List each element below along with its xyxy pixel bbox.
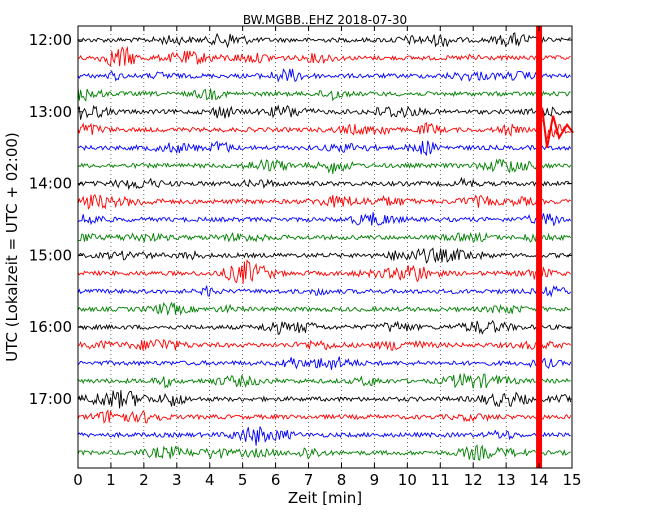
x-tick-label-5: 5 (238, 471, 248, 489)
x-tick-label-1: 1 (106, 471, 116, 489)
trace-1330 (77, 140, 572, 156)
trace-1515 (77, 259, 572, 284)
trace-1615 (77, 338, 572, 351)
y-tick-label-1400: 14:00 (29, 175, 72, 193)
x-tick-label-8: 8 (337, 471, 347, 489)
trace-1400 (77, 176, 571, 191)
x-tick-label-10: 10 (398, 471, 417, 489)
trace-1745 (77, 444, 571, 461)
trace-1430 (77, 211, 572, 227)
trace-1645 (77, 372, 571, 389)
trace-1715 (77, 409, 572, 424)
x-tick-label-12: 12 (464, 471, 483, 489)
chart-title: BW.MGBB..EHZ 2018-07-30 (243, 13, 407, 27)
x-tick-label-14: 14 (530, 471, 549, 489)
event-band (536, 26, 543, 468)
trace-1530 (77, 285, 572, 298)
x-tick-label-2: 2 (139, 471, 149, 489)
trace-1200 (77, 32, 571, 49)
plot-frame (77, 25, 573, 469)
y-tick-label-1200: 12:00 (29, 31, 72, 49)
trace-1230 (77, 68, 572, 83)
y-axis-label: UTC (Lokalzeit = UTC + 02:00) (3, 132, 21, 362)
trace-1245 (77, 87, 571, 102)
x-tick-label-13: 13 (497, 471, 516, 489)
seismic-traces (77, 32, 572, 461)
x-tick-label-9: 9 (370, 471, 380, 489)
trace-1600 (78, 319, 571, 335)
trace-1345 (77, 158, 572, 175)
x-axis-ticks: 0 1 2 3 4 5 6 7 8 9 10 11 12 13 14 15 (73, 26, 582, 489)
trace-1700 (77, 390, 572, 409)
x-tick-label-11: 11 (431, 471, 450, 489)
grid-lines (110, 26, 540, 468)
x-tick-label-0: 0 (73, 471, 83, 489)
x-tick-label-6: 6 (271, 471, 281, 489)
x-tick-label-4: 4 (205, 471, 215, 489)
x-tick-label-3: 3 (172, 471, 182, 489)
trace-1300 (77, 104, 572, 120)
y-axis-ticks: 12:00 13:00 14:00 15:00 16:00 17:00 (29, 31, 572, 408)
y-tick-label-1700: 17:00 (29, 390, 72, 408)
trace-1630 (77, 356, 572, 371)
trace-1730 (77, 426, 571, 446)
x-tick-label-15: 15 (562, 471, 581, 489)
trace-1545 (77, 301, 571, 317)
y-tick-label-1300: 13:00 (29, 103, 72, 121)
x-tick-label-7: 7 (304, 471, 314, 489)
trace-1445 (77, 230, 572, 244)
event-marker (536, 26, 574, 468)
event-waveform (541, 107, 574, 148)
x-axis-label: Zeit [min] (288, 489, 362, 507)
trace-1415 (77, 193, 571, 210)
trace-1500 (77, 247, 572, 264)
trace-1215 (77, 45, 571, 67)
y-tick-label-1600: 16:00 (29, 318, 72, 336)
y-tick-label-1500: 15:00 (29, 246, 72, 264)
trace-1315 (77, 120, 571, 140)
